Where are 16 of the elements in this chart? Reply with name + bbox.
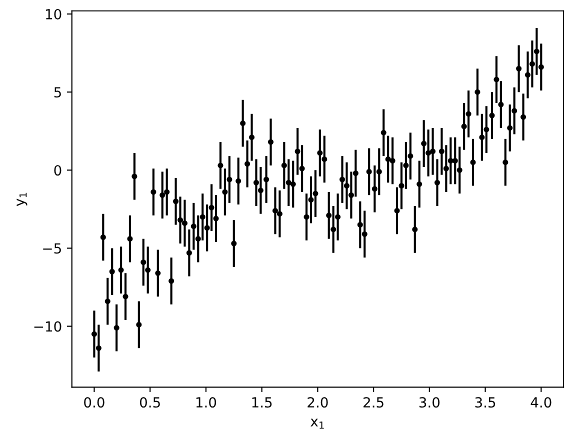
x-axis-title: x$_{1}$ [310,418,324,429]
x-tick-label: 0.0 [84,397,104,408]
y-tick-label: −10 [34,321,62,332]
y-tick-label: 5 [54,87,61,98]
x-tick-label: 1.0 [196,397,216,408]
x-tick-label: 0.5 [140,397,160,408]
x-tick-label: 2.0 [308,397,328,408]
y-axis-title: y$_{1}$ [16,192,28,206]
y-tick-label: −5 [43,243,61,254]
x-tick-label: 3.5 [475,397,496,408]
x-tick-label: 4.0 [530,397,552,408]
y-tick-label: 10 [46,8,62,20]
x-tick-label: 2.5 [364,397,384,408]
x-tick-label: 3.0 [419,397,440,408]
y-tick-label: 0 [54,165,62,176]
x-tick-label: 1.5 [252,397,272,408]
